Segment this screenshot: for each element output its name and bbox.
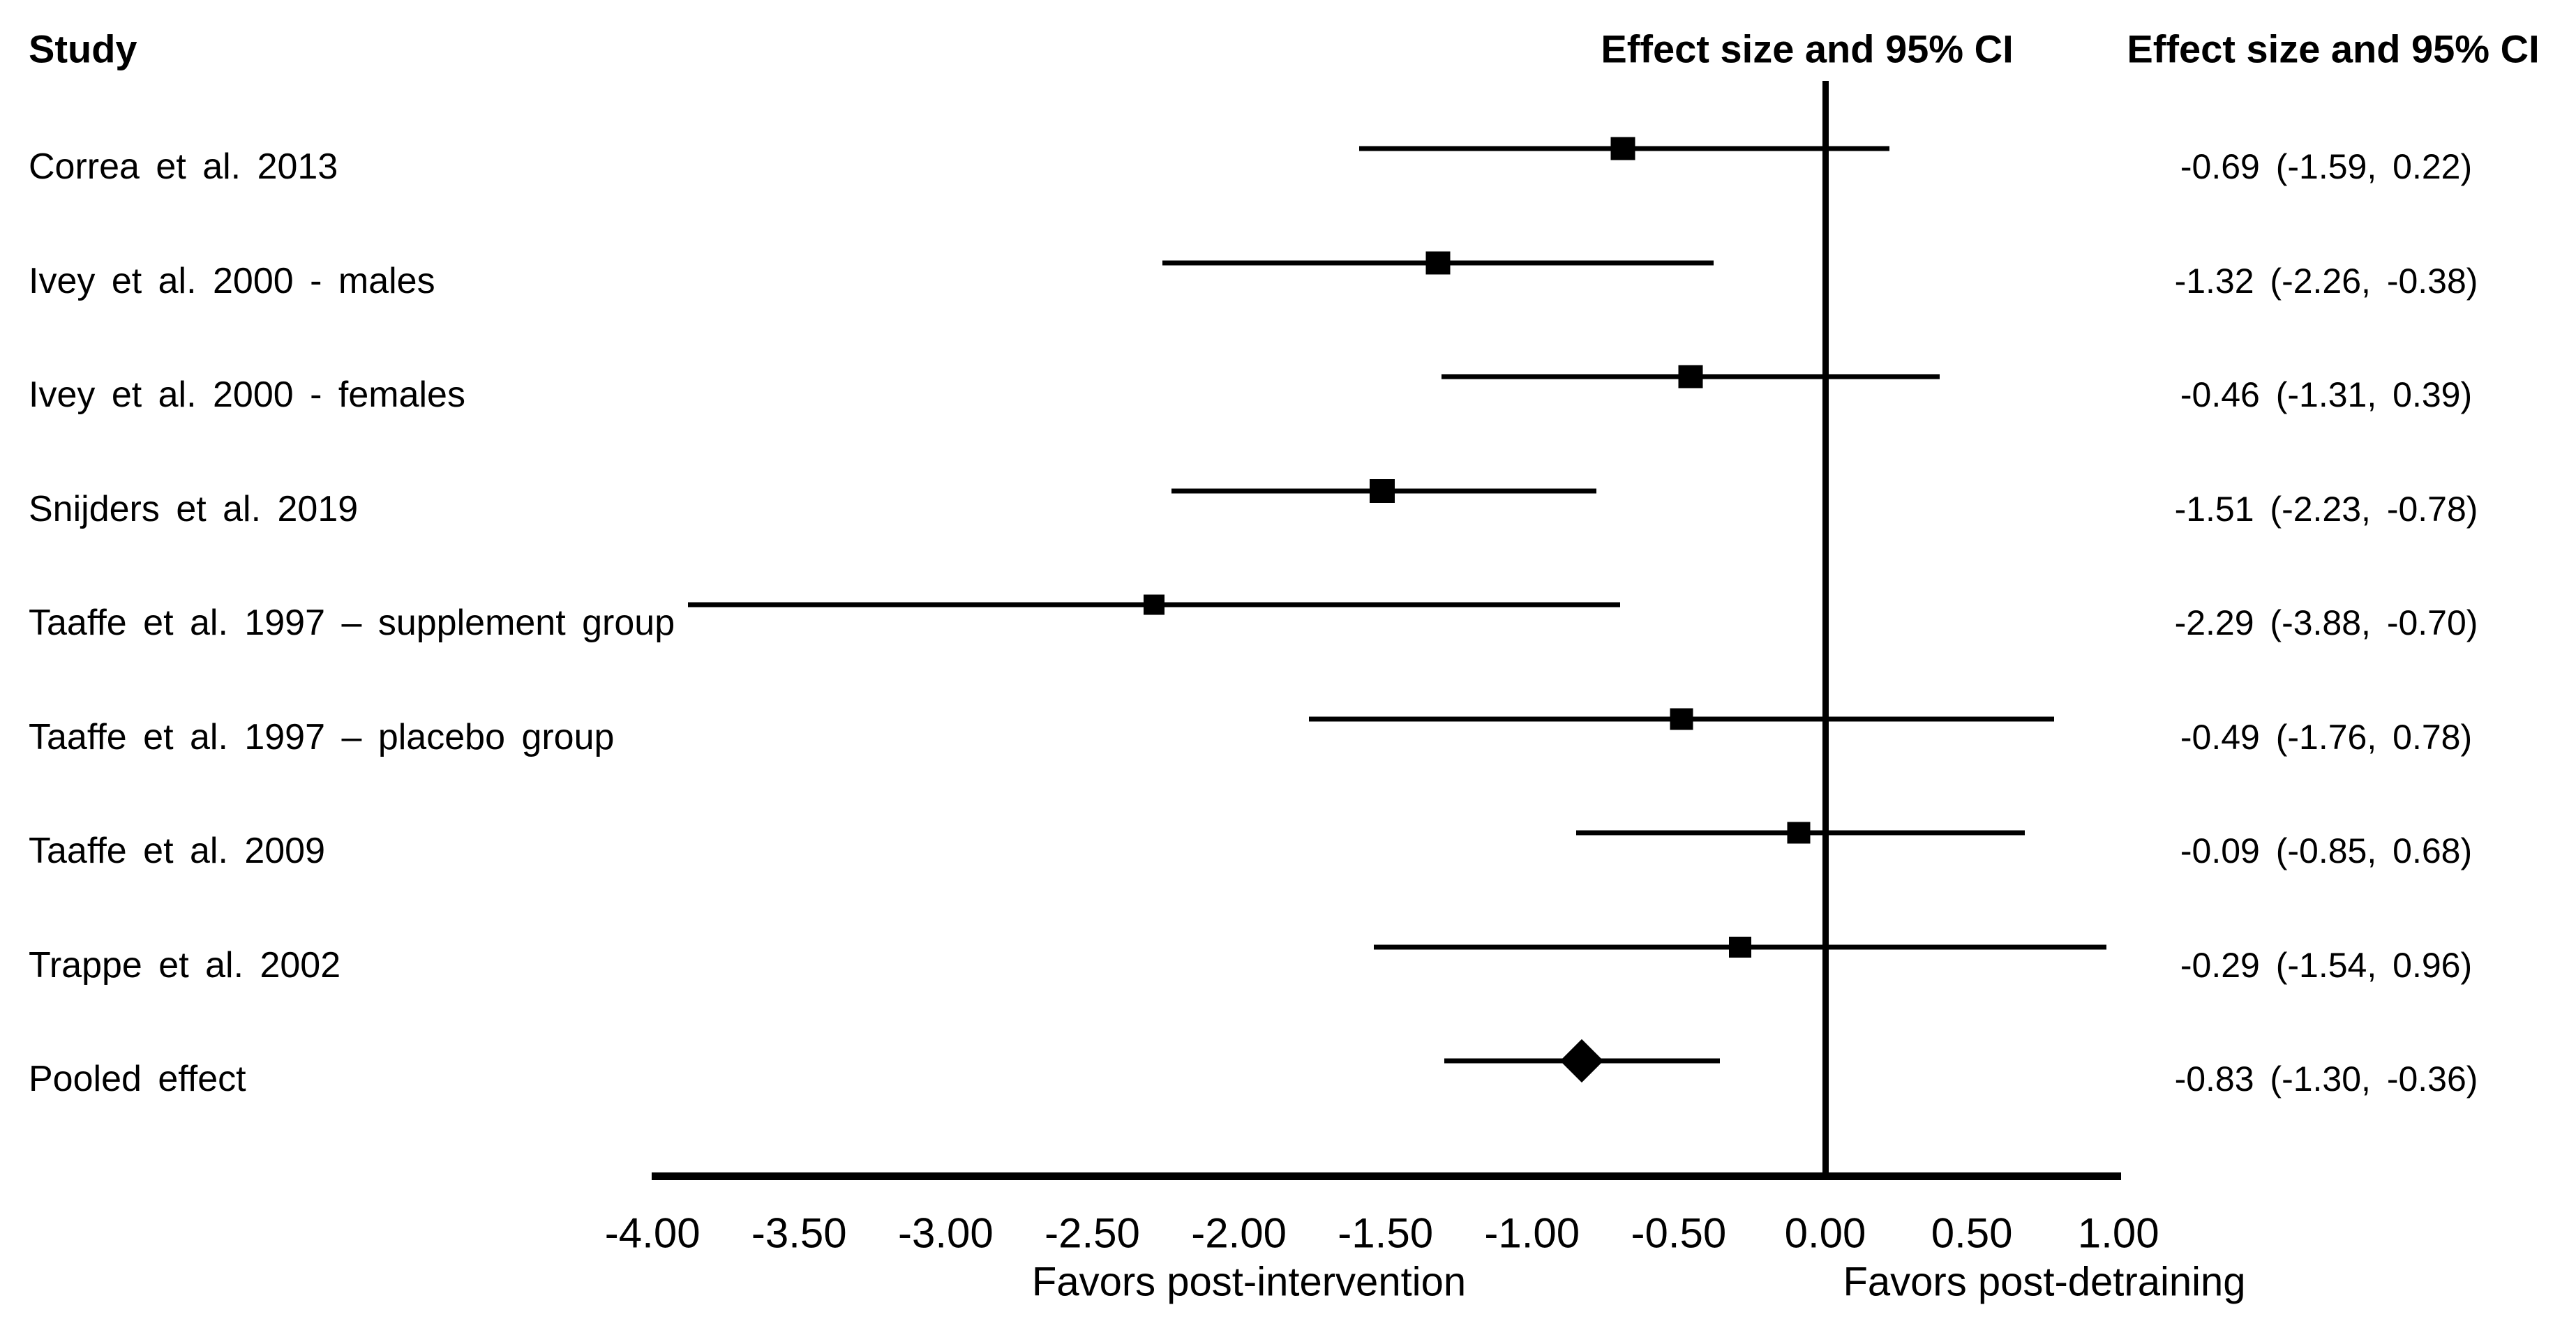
x-axis-tick-label: 0.50 bbox=[1931, 1209, 2013, 1257]
x-axis-tick-label: -2.00 bbox=[1191, 1209, 1287, 1257]
values-column-header: Effect size and 95% CI bbox=[2127, 27, 2540, 71]
effect-marker-square bbox=[1729, 936, 1752, 958]
effect-value: -2.29 (-3.88, -0.70) bbox=[2174, 603, 2478, 642]
study-label: Taaffe et al. 2009 bbox=[29, 831, 326, 871]
x-axis-tick-label: -0.50 bbox=[1631, 1209, 1727, 1257]
study-column-header: Study bbox=[29, 27, 137, 71]
x-axis-line bbox=[652, 1172, 2121, 1180]
pooled-effect-marker-diamond bbox=[1560, 1039, 1604, 1083]
x-axis-tick-label: -3.00 bbox=[898, 1209, 994, 1257]
effect-value: -0.09 (-0.85, 0.68) bbox=[2180, 831, 2473, 870]
favors-left-label: Favors post-intervention bbox=[1031, 1259, 1467, 1305]
plot-column-header: Effect size and 95% CI bbox=[1601, 27, 2014, 71]
study-label: Correa et al. 2013 bbox=[29, 146, 338, 187]
effect-marker-square bbox=[1670, 708, 1693, 730]
effect-marker-square bbox=[1787, 822, 1811, 844]
study-label: Pooled effect bbox=[29, 1059, 246, 1099]
x-axis-tick-label: -4.00 bbox=[604, 1209, 701, 1257]
effect-value: -0.83 (-1.30, -0.36) bbox=[2174, 1059, 2478, 1099]
effect-value: -1.51 (-2.23, -0.78) bbox=[2174, 489, 2478, 529]
effect-marker-square bbox=[1610, 137, 1635, 160]
effect-marker-square bbox=[1425, 251, 1451, 274]
x-axis-tick-label: 0.00 bbox=[1784, 1209, 1866, 1257]
study-label: Taaffe et al. 1997 – supplement group bbox=[29, 603, 675, 643]
x-axis-tick-label: -3.50 bbox=[751, 1209, 847, 1257]
study-label: Trappe et al. 2002 bbox=[29, 944, 341, 986]
effect-value: -1.32 (-2.26, -0.38) bbox=[2174, 261, 2478, 301]
effect-value: -0.69 (-1.59, 0.22) bbox=[2180, 147, 2473, 186]
zero-reference-line bbox=[1822, 81, 1829, 1177]
x-axis-tick-label: -1.00 bbox=[1484, 1209, 1580, 1257]
study-label: Taaffe et al. 1997 – placebo group bbox=[29, 716, 615, 757]
effect-value: -0.29 (-1.54, 0.96) bbox=[2180, 945, 2473, 985]
effect-marker-square bbox=[1143, 594, 1165, 615]
study-label: Ivey et al. 2000 - males bbox=[29, 260, 435, 301]
study-label: Ivey et al. 2000 - females bbox=[29, 375, 465, 415]
x-axis-tick-label: 1.00 bbox=[2077, 1209, 2159, 1257]
effect-value: -0.46 (-1.31, 0.39) bbox=[2180, 375, 2473, 414]
x-axis-tick-label: -2.50 bbox=[1044, 1209, 1140, 1257]
favors-right-label: Favors post-detraining bbox=[1843, 1259, 2246, 1305]
x-axis-tick-label: -1.50 bbox=[1338, 1209, 1434, 1257]
study-label: Snijders et al. 2019 bbox=[29, 488, 359, 529]
effect-value: -0.49 (-1.76, 0.78) bbox=[2180, 717, 2473, 757]
effect-marker-square bbox=[1678, 365, 1703, 388]
effect-marker-square bbox=[1370, 478, 1395, 503]
